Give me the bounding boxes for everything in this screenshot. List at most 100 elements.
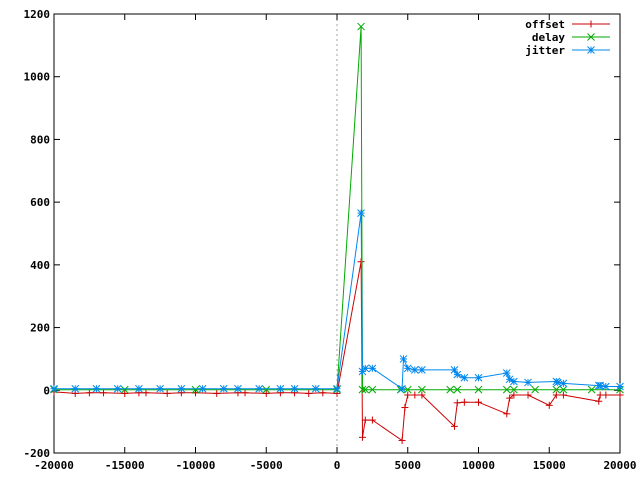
data-point-offset [559, 391, 567, 399]
data-point-offset [163, 389, 171, 397]
data-point-jitter [524, 378, 532, 387]
data-point-jitter [113, 384, 122, 393]
series-offset [50, 258, 624, 444]
data-point-jitter [502, 369, 511, 377]
data-point-jitter [71, 384, 80, 393]
data-point-jitter [290, 384, 299, 393]
data-point-jitter [177, 384, 186, 393]
data-point-offset [85, 389, 93, 397]
data-point-delay [559, 385, 568, 394]
data-point-delay [474, 385, 483, 394]
data-point-delay [358, 385, 367, 394]
data-point-delay [418, 385, 426, 394]
data-point-delay [446, 385, 455, 394]
data-point-delay [502, 385, 511, 394]
data-point-offset [510, 391, 518, 399]
data-point-delay [531, 385, 539, 394]
legend-label-delay: delay [532, 31, 565, 44]
data-point-jitter [418, 366, 426, 374]
y-tick-label: 0 [43, 384, 50, 397]
x-tick-label: -10000 [176, 459, 216, 472]
data-point-jitter [156, 384, 164, 393]
data-point-jitter [398, 384, 406, 393]
legend-marker-offset [587, 20, 595, 28]
data-point-jitter [403, 364, 412, 373]
data-point-jitter [559, 379, 568, 388]
x-tick-label: 0 [334, 459, 341, 472]
data-point-offset [411, 391, 419, 399]
data-point-offset [545, 401, 553, 409]
data-point-jitter [410, 366, 419, 374]
legend-marker-jitter [587, 46, 595, 54]
data-point-jitter [333, 384, 341, 393]
y-tick-label: 1200 [24, 8, 51, 21]
data-point-offset [616, 391, 624, 399]
x-tick-label: -15000 [105, 459, 145, 472]
data-point-jitter [135, 384, 143, 393]
series-layer [50, 22, 624, 444]
data-point-offset [401, 404, 409, 412]
data-point-delay [587, 385, 596, 394]
data-point-offset [552, 391, 560, 399]
x-tick-label: 20000 [603, 459, 636, 472]
data-point-offset [475, 398, 482, 406]
data-point-delay [191, 385, 200, 394]
data-point-offset [262, 389, 270, 397]
data-point-offset [368, 416, 376, 424]
axes: -20000 -15000 -10000 -5000 0 5000 10000 15000 20… [24, 8, 637, 472]
y-tick-label: 800 [30, 133, 50, 146]
series-delay [50, 22, 624, 394]
data-point-jitter [616, 382, 624, 391]
series-jitter [50, 209, 624, 393]
data-point-offset [305, 389, 313, 397]
data-point-jitter [453, 370, 462, 379]
data-point-offset [241, 389, 249, 397]
data-point-jitter [357, 209, 365, 217]
y-tick-label: 1000 [24, 71, 51, 84]
series-line-offset [53, 261, 620, 442]
legend-label-jitter: jitter [525, 44, 565, 57]
data-point-jitter [92, 384, 101, 393]
y-tick-label: 600 [30, 196, 50, 209]
data-point-offset [404, 391, 412, 399]
data-point-offset [319, 389, 327, 397]
x-tick-label: -5000 [250, 459, 283, 472]
legend-label-offset: offset [525, 18, 565, 31]
data-point-offset [418, 391, 426, 399]
data-point-jitter [198, 384, 207, 393]
data-point-jitter [311, 384, 320, 393]
data-point-delay [510, 385, 518, 394]
data-point-jitter [276, 384, 285, 393]
data-point-offset [213, 389, 221, 397]
data-point-jitter [255, 384, 264, 393]
x-tick-label: 15000 [533, 459, 566, 472]
data-point-jitter [234, 384, 242, 393]
data-point-jitter [474, 373, 483, 382]
data-point-offset [358, 433, 366, 441]
series-line-delay [54, 26, 620, 391]
data-point-jitter [368, 364, 377, 373]
data-point-offset [142, 389, 150, 397]
data-point-offset [361, 416, 369, 424]
x-tick-label: 10000 [462, 459, 495, 472]
data-point-jitter [399, 355, 408, 363]
data-point-offset [100, 389, 108, 397]
legend-marker-delay [587, 33, 595, 41]
data-point-offset [506, 394, 514, 402]
data-point-jitter [219, 384, 228, 393]
data-point-offset [602, 391, 610, 399]
x-tick-label: -20000 [34, 459, 74, 472]
y-tick-label: 200 [30, 322, 50, 335]
data-point-delay [368, 385, 377, 394]
data-point-delay [552, 385, 561, 394]
data-point-delay [120, 385, 129, 394]
data-point-jitter [50, 384, 58, 393]
data-point-offset [450, 422, 458, 430]
data-point-delay [262, 385, 271, 394]
y-tick-label: 400 [30, 259, 50, 272]
x-tick-label: 5000 [395, 459, 422, 472]
data-point-delay [453, 385, 462, 394]
data-point-delay [361, 385, 370, 394]
